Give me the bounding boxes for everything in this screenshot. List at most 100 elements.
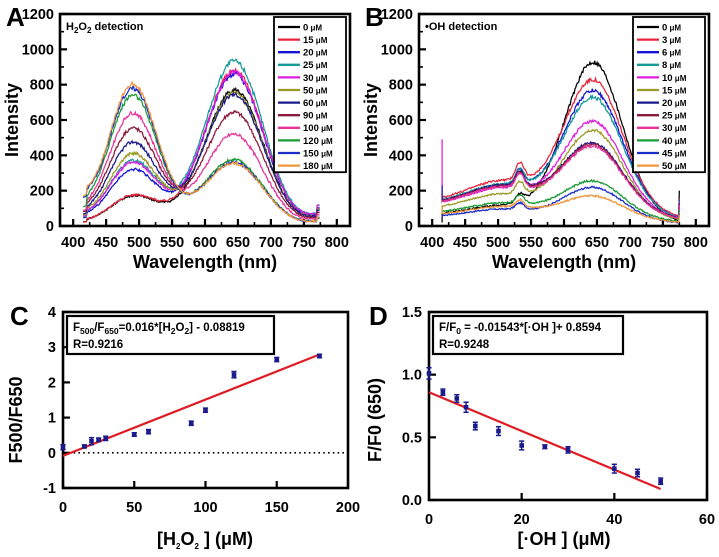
panel-c-ytick: 3 <box>48 340 56 356</box>
panel-d-point <box>495 425 502 437</box>
panel-b-ytick: 1000 <box>381 42 413 58</box>
panel-a-legend-label: 0 μM <box>303 22 322 33</box>
panel-c-equation-line1: F500/F650=0.016*[H2O2] - 0.08819 <box>73 322 245 336</box>
panel-b-inset-label: •OH detection <box>425 21 498 33</box>
panel-a-legend-label: 150 μM <box>303 148 333 159</box>
panel-c-xtick: 0 <box>59 500 67 516</box>
panel-c-ytick: -1 <box>43 481 56 497</box>
panel-b-series-line <box>441 76 680 217</box>
panel-b-svg: B Intensity 400 450 500 550 600 650 700 750 800 0… <box>361 2 711 272</box>
panel-a-curves <box>82 58 320 223</box>
panel-c-point <box>96 437 102 443</box>
panel-a-ytick: 800 <box>30 78 54 94</box>
panel-d-plot-frame <box>427 310 709 502</box>
panel-b-ytick: 1200 <box>381 7 413 23</box>
panel-c-ytick: 0 <box>48 446 56 462</box>
panel-c-xlabel: [H2O2 ] (μM) <box>157 529 253 551</box>
panel-d-svg: D F/F0 (650) 0 20 40 60 0.0 0.5 1.0 1.5 F/F0 = … <box>365 301 715 549</box>
panel-d-fit-line <box>428 391 662 490</box>
panel-b-curves <box>441 60 680 225</box>
panel-d-data-points <box>426 367 664 486</box>
panel-d-xlabel: [·OH ] (μM) <box>518 529 611 549</box>
panel-c-point <box>103 435 109 442</box>
panel-b-legend-label: 0 μM <box>662 22 681 33</box>
panel-c-xtick: 200 <box>336 500 360 516</box>
panel-d-point <box>440 388 446 397</box>
panel-b-ylabel: Intensity <box>361 83 381 157</box>
panel-a-xtick: 800 <box>325 235 349 251</box>
panel-d-point <box>519 440 525 451</box>
panel-a-ytick: 200 <box>30 184 54 200</box>
panel-d-point <box>426 367 432 380</box>
panel-a-legend-label: 15 μM <box>303 35 328 46</box>
panel-b-legend-label: 8 μM <box>662 60 681 71</box>
panel-c-xtick: 150 <box>265 500 289 516</box>
panel-a-xtick: 450 <box>94 235 118 251</box>
panel-b-ytick: 0 <box>405 219 413 235</box>
panel-a-svg: A Intensity 400 450 500 550 600 650 700 750 800 0… <box>2 2 352 272</box>
panel-b-series-line <box>441 194 680 224</box>
panel-a-xtick: 750 <box>292 235 316 251</box>
panel-a-ytick: 400 <box>30 148 54 164</box>
panel-a-legend-box <box>273 16 347 174</box>
panel-d-ytick: 0.5 <box>402 430 422 446</box>
panel-b-xtick: 450 <box>453 235 477 251</box>
panel-a-xtick: 600 <box>193 235 217 251</box>
panel-c-h2o2-calibration: C F500/F650 0 50 100 150 200 -1 0 1 2 3 4 F500/F65… <box>0 280 360 557</box>
panel-b-xtick: 600 <box>552 235 576 251</box>
panel-a-legend-label: 90 μM <box>303 111 328 122</box>
panel-d-ticks: 0 20 40 60 0.0 0.5 1.0 1.5 <box>402 305 715 528</box>
panel-b-legend-label: 3 μM <box>662 35 681 46</box>
panel-a-inset-label: H2O2 detection <box>66 21 144 35</box>
panel-c-point <box>88 436 95 446</box>
panel-a-h2o2-spectra: A Intensity 400 450 500 550 600 650 700 750 800 0… <box>0 0 360 280</box>
panel-c-point <box>145 428 152 435</box>
panel-b-series-line <box>441 118 680 220</box>
panel-b-legend-box <box>632 16 706 174</box>
panel-a-series-line <box>82 109 320 220</box>
panel-b-ticks: 400 450 500 550 600 650 700 750 800 0 200 400 600 800… <box>381 7 708 251</box>
panel-d-point <box>463 401 469 414</box>
panel-b-legend-label: 40 μM <box>662 136 687 147</box>
inset-h: H <box>66 21 74 33</box>
panel-d-oh-calibration: D F/F0 (650) 0 20 40 60 0.0 0.5 1.0 1.5 F/F0 = … <box>359 280 719 557</box>
panel-d-equation-box <box>431 314 625 356</box>
panel-c-ytick: 2 <box>48 375 56 391</box>
panel-b-xlabel: Wavelength (nm) <box>492 252 636 272</box>
panel-b-label: B <box>365 2 384 32</box>
panel-b-xtick: 750 <box>651 235 675 251</box>
panel-b-oh-spectra: B Intensity 400 450 500 550 600 650 700 750 800 0… <box>359 0 719 280</box>
panel-a-xtick: 400 <box>61 235 85 251</box>
panel-a-legend-label: 30 μM <box>303 73 328 84</box>
panel-c-label: C <box>10 301 29 331</box>
panel-b-xtick: 800 <box>684 235 708 251</box>
panel-b-xtick: 500 <box>486 235 510 251</box>
panel-b-xtick: 550 <box>519 235 543 251</box>
panel-b-ytick: 800 <box>389 78 413 94</box>
panel-b-series-line <box>441 128 680 221</box>
panel-d-point <box>658 477 664 486</box>
panel-a-xtick: 500 <box>127 235 151 251</box>
panel-a-legend-label: 25 μM <box>303 60 328 71</box>
panel-b-ytick: 400 <box>389 148 413 164</box>
panel-a-legend-label: 60 μM <box>303 98 328 109</box>
panel-c-point <box>188 420 194 427</box>
panel-c-point <box>131 431 137 438</box>
panel-a-ytick: 1200 <box>22 7 54 23</box>
panel-c-fit-line <box>62 353 320 457</box>
panel-b-legend-label: 20 μM <box>662 98 687 109</box>
panel-b-legend-label: 10 μM <box>662 73 687 84</box>
panel-c-data-points <box>60 353 323 451</box>
panel-a-ticks: 400 450 500 550 600 650 700 750 800 0 200 400 600 800… <box>22 7 349 251</box>
panel-a-ytick: 600 <box>30 113 54 129</box>
panel-b-series-line <box>441 178 680 223</box>
panel-a-series-line <box>82 85 320 223</box>
panel-a-legend-label: 100 μM <box>303 123 333 134</box>
panel-a-series-line <box>82 80 320 223</box>
panel-b-legend-label: 6 μM <box>662 48 681 59</box>
panel-c-point <box>231 370 237 379</box>
panel-b-series-line <box>441 143 680 219</box>
